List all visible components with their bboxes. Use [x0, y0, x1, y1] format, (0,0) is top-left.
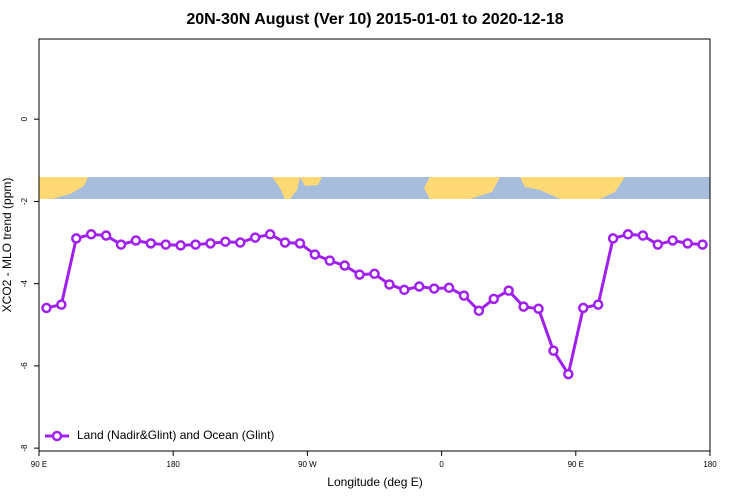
data-point: [190, 239, 201, 250]
data-point: [578, 302, 589, 314]
data-point: [41, 302, 52, 314]
data-point: [354, 269, 365, 280]
x-tick-label: 180: [703, 460, 717, 469]
data-point: [160, 239, 171, 250]
data-point: [85, 229, 97, 240]
x-tick-label: 0: [439, 460, 444, 469]
data-point: [369, 268, 380, 280]
data-point: [130, 235, 142, 246]
x-axis-label: Longitude (deg E): [327, 475, 422, 489]
y-tick-label: -8: [20, 444, 29, 452]
data-line: [46, 232, 703, 378]
data-point: [399, 284, 410, 296]
data-point: [413, 281, 425, 292]
data-point: [264, 229, 276, 240]
x-tick-label: 90 E: [568, 460, 584, 469]
data-point: [384, 279, 395, 290]
data-point: [697, 239, 708, 250]
data-point: [548, 345, 559, 356]
data-point: [682, 238, 693, 249]
data-point: [100, 230, 112, 241]
map-strip: [39, 177, 710, 199]
data-point: [56, 299, 67, 310]
data-point: [607, 233, 619, 244]
data-point: [458, 290, 470, 301]
data-point: [667, 235, 678, 246]
data-point: [637, 230, 649, 241]
legend-marker: [51, 430, 63, 442]
y-tick-label: -4: [20, 280, 29, 288]
y-axis-label: XCO2 - MLO trend (ppm): [0, 178, 14, 313]
data-point: [145, 238, 157, 249]
data-point: [279, 237, 291, 248]
data-point: [339, 260, 350, 271]
data-point: [324, 255, 336, 266]
data-point: [71, 233, 82, 244]
data-point: [533, 303, 544, 314]
legend-label: Land (Nadir&Glint) and Ocean (Glint): [77, 428, 274, 442]
data-point: [443, 282, 455, 294]
plot-frame: [38, 38, 711, 452]
data-point: [205, 238, 216, 249]
chart-title: 20N-30N August (Ver 10) 2015-01-01 to 20…: [186, 11, 563, 28]
data-point: [563, 368, 574, 380]
data-point: [473, 305, 485, 317]
data-point: [518, 301, 529, 312]
data-point: [294, 238, 306, 249]
data-point: [622, 229, 634, 240]
data-point: [309, 249, 321, 260]
y-tick-label: 0: [20, 116, 29, 121]
x-tick-label: 90 E: [31, 460, 47, 469]
data-point: [428, 283, 440, 294]
data-point: [592, 299, 604, 310]
data-point: [488, 293, 500, 305]
data-point: [175, 240, 186, 251]
x-tick-label: 180: [167, 460, 181, 469]
data-point: [235, 237, 246, 248]
data-point: [220, 236, 231, 247]
y-tick-label: -2: [20, 197, 29, 205]
y-tick-label: -6: [20, 362, 29, 370]
data-point: [115, 239, 127, 250]
data-point: [503, 285, 514, 296]
data-point: [652, 239, 664, 250]
x-tick-label: 90 W: [298, 460, 317, 469]
data-point: [249, 232, 261, 243]
